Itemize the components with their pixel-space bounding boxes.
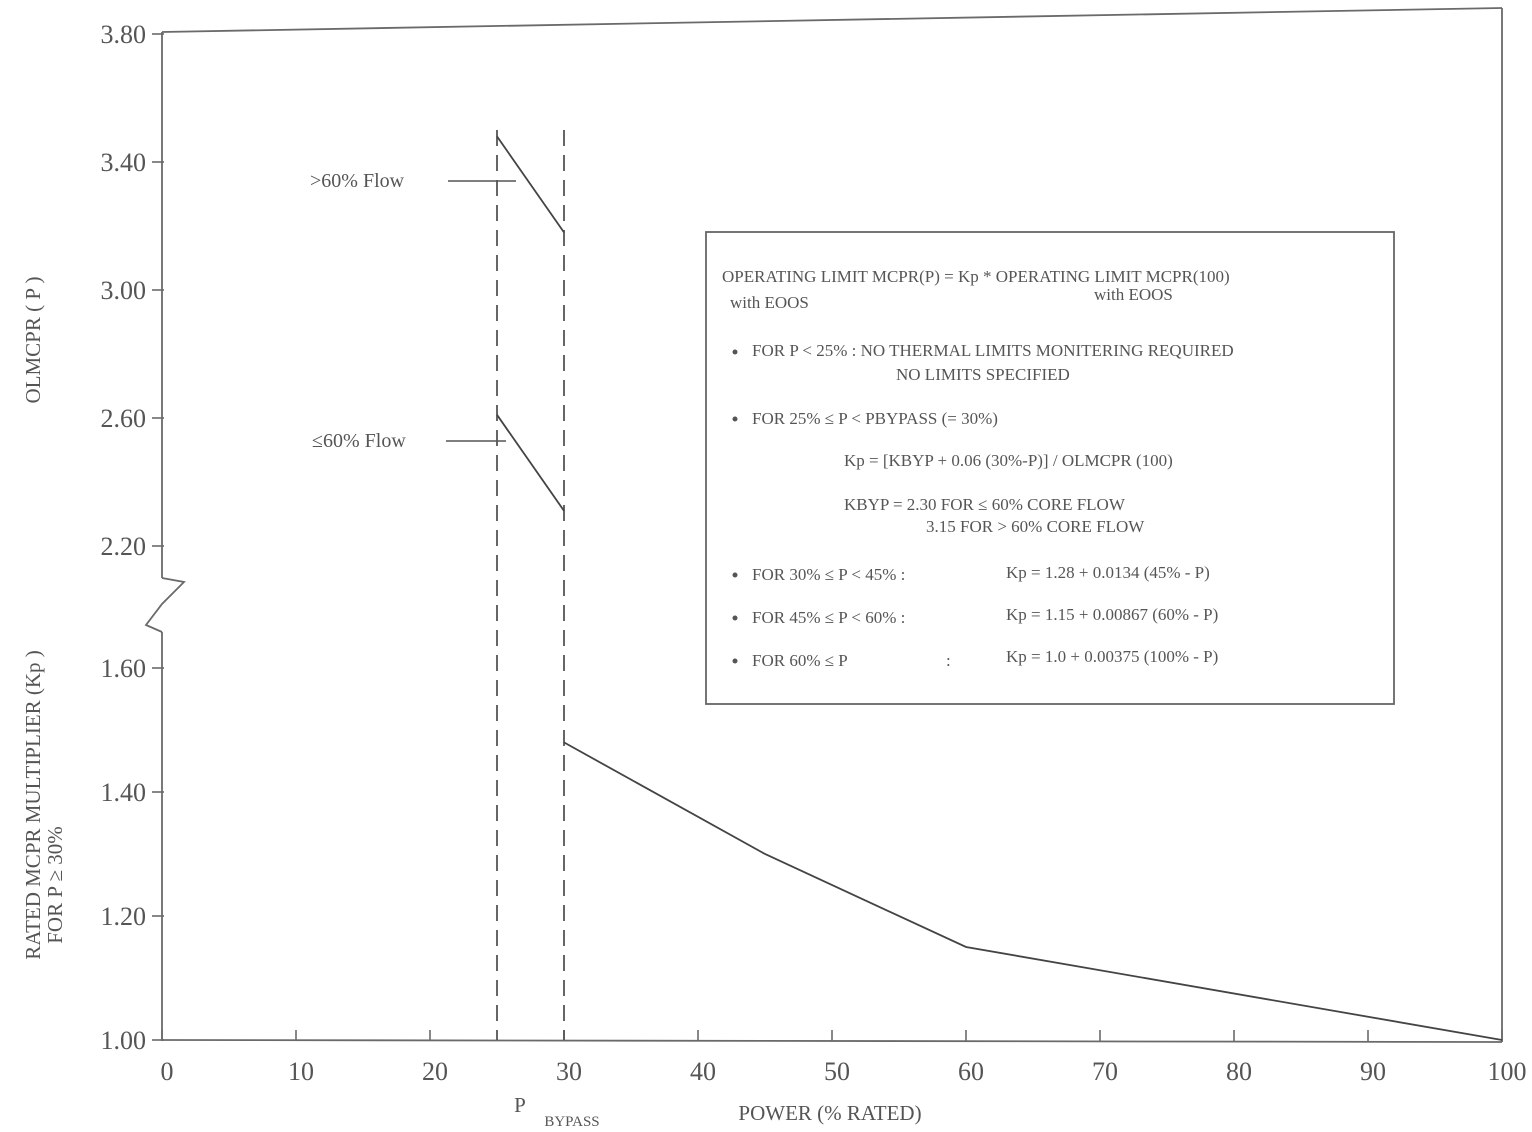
y-axis-ticks: 2.20 2.60 3.00 3.40 3.80 1.00 1.20 1.40 1.60 <box>101 20 164 1055</box>
box-rule3a: FOR 30% ≤ P < 45% : <box>752 565 905 584</box>
x-tick-label-20: 20 <box>422 1057 448 1086</box>
box-line1a: OPERATING LIMIT MCPR(P) = Kp * OPERATING… <box>722 267 1230 286</box>
box-rule5colon: : <box>946 651 951 670</box>
y-tick-label-1.60: 1.60 <box>101 654 147 683</box>
bullet-5 <box>732 658 738 664</box>
bullet-3 <box>732 572 738 578</box>
axis-break-mark <box>144 577 186 633</box>
plot-frame <box>144 7 1503 1043</box>
x-tick-label-0: 0 <box>161 1057 174 1086</box>
box-rule5a: FOR 60% ≤ P <box>752 651 848 670</box>
y-tick-label-2.20: 2.20 <box>101 532 147 561</box>
box-rule3b: Kp = 1.28 + 0.0134 (45% - P) <box>1006 563 1210 582</box>
x-tick-label-50: 50 <box>824 1057 850 1086</box>
box-line1b: with EOOS <box>730 293 809 312</box>
x-tick-label-100: 100 <box>1488 1057 1527 1086</box>
bypass-reference-lines <box>496 130 565 1040</box>
box-rule5b: Kp = 1.0 + 0.00375 (100% - P) <box>1006 647 1218 666</box>
box-rule2: FOR 25% ≤ P < PBYPASS (= 30%) <box>752 409 998 428</box>
y-tick-label-3.00: 3.00 <box>101 276 147 305</box>
box-rule1a: FOR P < 25% : NO THERMAL LIMITS MONITERI… <box>752 341 1234 360</box>
annotation-le60-flow: ≤60% Flow <box>312 430 406 452</box>
series-line-1 <box>496 414 565 512</box>
x-axis-p-label: P <box>514 1093 526 1117</box>
formula-box <box>705 231 1395 705</box>
box-kbyp2: 3.15 FOR > 60% CORE FLOW <box>926 517 1145 536</box>
x-tick-label-60: 60 <box>958 1057 984 1086</box>
box-kbyp1: KBYP = 2.30 FOR ≤ 60% CORE FLOW <box>844 495 1126 514</box>
x-tick-label-90: 90 <box>1360 1057 1386 1086</box>
y-tick-label-3.80: 3.80 <box>101 20 147 49</box>
box-rule4b: Kp = 1.15 + 0.00867 (60% - P) <box>1006 605 1218 624</box>
bullet-1 <box>732 349 738 355</box>
annotation-gt60-flow: >60% Flow <box>310 170 405 192</box>
box-rule4a: FOR 45% ≤ P < 60% : <box>752 608 905 627</box>
box-kp-formula: Kp = [KBYP + 0.06 (30%-P)] / OLMCPR (100… <box>844 451 1173 470</box>
y-axis-title-lower-1: RATED MCPR MULTIPLIER (Kp ) <box>21 650 45 960</box>
series-line-2 <box>563 741 1503 1041</box>
y-tick-label-3.40: 3.40 <box>101 148 147 177</box>
x-axis-title: POWER (% RATED) <box>738 1101 921 1125</box>
bullet-2 <box>732 416 738 422</box>
bullet-4 <box>732 615 738 621</box>
y-tick-label-1.20: 1.20 <box>101 902 147 931</box>
x-tick-label-70: 70 <box>1092 1057 1118 1086</box>
y-tick-label-1.40: 1.40 <box>101 778 147 807</box>
series-lines <box>496 135 1503 1041</box>
x-tick-label-10: 10 <box>288 1057 314 1086</box>
series-line-0 <box>496 135 565 233</box>
y-tick-label-1.00: 1.00 <box>101 1026 147 1055</box>
y-axis-title-lower-2: FOR P ≥ 30% <box>43 826 67 944</box>
x-axis-bypass-label: BYPASS <box>544 1114 599 1130</box>
x-tick-label-40: 40 <box>690 1057 716 1086</box>
box-rule1b: NO LIMITS SPECIFIED <box>896 365 1070 384</box>
y-axis-title-upper: OLMCPR ( P ) <box>21 276 45 403</box>
x-tick-label-30: 30 <box>556 1057 582 1086</box>
x-axis-ticks: 0 10 20 30 40 50 60 70 80 90 100 <box>161 1030 1527 1086</box>
frame-top <box>161 7 1503 33</box>
y-tick-label-2.60: 2.60 <box>101 404 147 433</box>
box-line1c: with EOOS <box>1094 285 1173 304</box>
x-tick-label-80: 80 <box>1226 1057 1252 1086</box>
